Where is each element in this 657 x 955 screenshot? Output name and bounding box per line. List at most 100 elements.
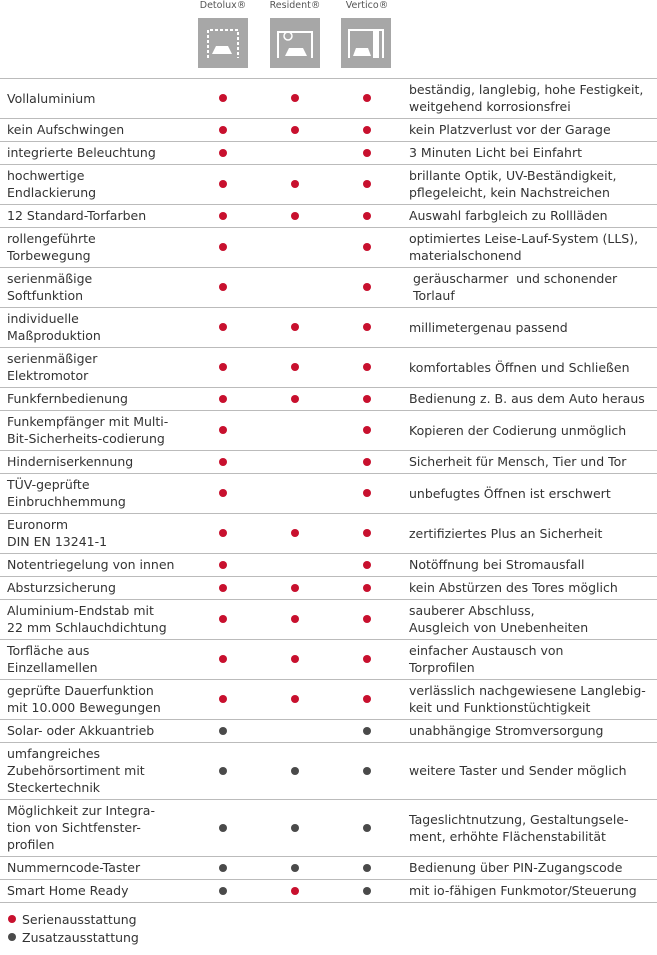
feature-text: kein Aufschwingen bbox=[7, 122, 125, 137]
equipment-dot bbox=[291, 823, 299, 832]
row-separator bbox=[0, 141, 657, 142]
feature-text: profilen bbox=[7, 837, 55, 852]
feature-text: Möglichkeit zur Integra- bbox=[7, 803, 155, 818]
equipment-dot bbox=[219, 615, 227, 623]
equipment-dot bbox=[291, 394, 299, 403]
description-text: materialschonend bbox=[409, 248, 522, 263]
row-separator bbox=[0, 267, 657, 268]
equipment-dot bbox=[219, 394, 227, 403]
equipment-dot bbox=[291, 323, 299, 331]
equipment-dot bbox=[219, 863, 227, 872]
equipment-dot bbox=[363, 363, 371, 371]
equipment-dot bbox=[363, 823, 371, 832]
description-text: zertifiziertes Plus an Sicherheit bbox=[409, 525, 603, 541]
row-separator bbox=[0, 78, 657, 79]
row-separator bbox=[0, 473, 657, 474]
equipment-dot bbox=[291, 363, 299, 371]
description-text: brillante Optik, UV-Beständigkeit, bbox=[409, 168, 617, 183]
description-text: weitere Taster und Sender möglich bbox=[409, 763, 627, 778]
description-text: Kopieren der Codierung unmöglich bbox=[409, 422, 627, 438]
feature-text: Endlackierung bbox=[7, 185, 97, 200]
equipment-dot bbox=[219, 695, 227, 703]
feature-text: serienmäßiger bbox=[7, 351, 98, 366]
equipment-dot bbox=[291, 766, 299, 775]
feature-text: serienmäßige bbox=[7, 271, 93, 286]
row-separator bbox=[0, 553, 657, 554]
equipment-dot bbox=[291, 695, 299, 703]
row-separator bbox=[0, 719, 657, 720]
description-text: keit und Funktionstüchtigkeit bbox=[409, 700, 591, 715]
feature-text: Torfläche aus bbox=[7, 643, 90, 658]
equipment-dot bbox=[291, 615, 299, 623]
description-text: Ausgleich von Unebenheiten bbox=[409, 620, 589, 635]
equipment-dot bbox=[219, 363, 227, 371]
description-text: Notöffnung bei Stromausfall bbox=[409, 557, 585, 572]
row-separator bbox=[0, 410, 657, 411]
row-separator bbox=[0, 307, 657, 308]
equipment-dot bbox=[291, 863, 299, 872]
description-text: Bedienung über PIN-Zugangscode bbox=[409, 860, 623, 875]
row-separator bbox=[0, 204, 657, 205]
equipment-dot bbox=[363, 886, 371, 895]
feature-text: Smart Home Ready bbox=[7, 883, 129, 898]
feature-text: Vollaluminium bbox=[7, 90, 96, 106]
product-icon bbox=[341, 18, 391, 68]
equipment-dot bbox=[219, 426, 227, 434]
legend-label: Zusatzausstattung bbox=[22, 929, 139, 945]
row-separator bbox=[0, 599, 657, 600]
equipment-dot bbox=[363, 211, 371, 220]
equipment-dot bbox=[219, 489, 227, 497]
description-text: geräuscharmer und schonender bbox=[409, 271, 618, 286]
equipment-dot bbox=[291, 529, 299, 537]
equipment-dot bbox=[219, 323, 227, 331]
equipment-dot bbox=[363, 560, 371, 569]
equipment-dot bbox=[219, 148, 227, 157]
feature-text: TÜV-geprüfte bbox=[7, 477, 90, 492]
equipment-dot bbox=[363, 489, 371, 497]
equipment-dot bbox=[363, 148, 371, 157]
description-text: pflegeleicht, kein Nachstreichen bbox=[409, 185, 610, 200]
feature-text: Maßproduktion bbox=[7, 328, 101, 343]
row-separator bbox=[0, 387, 657, 388]
feature-text: Absturzsicherung bbox=[7, 580, 116, 595]
description-text: ment, erhöhte Flächenstabilität bbox=[409, 828, 606, 844]
description-text: mit io-fähigen Funkmotor/Steuerung bbox=[409, 883, 637, 898]
row-separator bbox=[0, 799, 657, 800]
equipment-dot bbox=[219, 583, 227, 592]
equipment-dot bbox=[219, 823, 227, 832]
row-separator bbox=[0, 639, 657, 640]
equipment-dot bbox=[363, 243, 371, 251]
description-text: kein Abstürzen des Tores möglich bbox=[409, 580, 618, 595]
description-text: weitgehend korrosionsfrei bbox=[409, 99, 571, 114]
equipment-dot bbox=[291, 211, 299, 220]
description-text: komfortables Öffnen und Schließen bbox=[409, 359, 630, 375]
feature-text: Hinderniserkennung bbox=[7, 454, 134, 469]
equipment-dot bbox=[219, 94, 227, 102]
feature-text: Aluminium-Endstab mit bbox=[7, 603, 154, 618]
description-text: Sicherheit für Mensch, Tier und Tor bbox=[409, 454, 627, 469]
equipment-dot bbox=[363, 695, 371, 703]
description-text: Torlauf bbox=[409, 288, 455, 303]
feature-text: Euronorm bbox=[7, 517, 68, 532]
equipment-dot bbox=[363, 125, 371, 134]
feature-text: Bit-Sicherheits-codierung bbox=[7, 431, 165, 446]
feature-text: 12 Standard-Torfarben bbox=[7, 208, 147, 223]
description-text: unabhängige Stromversorgung bbox=[409, 723, 604, 738]
feature-text: rollengeführte bbox=[7, 231, 96, 246]
feature-text: integrierte Beleuchtung bbox=[7, 145, 156, 160]
feature-text: Elektromotor bbox=[7, 368, 89, 383]
equipment-dot bbox=[363, 726, 371, 735]
row-separator bbox=[0, 513, 657, 514]
description-text: sauberer Abschluss, bbox=[409, 603, 535, 618]
equipment-dot bbox=[219, 211, 227, 220]
description-text: 3 Minuten Licht bei Einfahrt bbox=[409, 145, 583, 160]
product-name: Resident® bbox=[269, 0, 321, 11]
equipment-dot bbox=[363, 94, 371, 102]
legend-label: Serienausstattung bbox=[22, 911, 137, 927]
feature-text: Einbruchhemmung bbox=[7, 494, 126, 509]
row-separator bbox=[0, 742, 657, 743]
equipment-dot bbox=[219, 180, 227, 188]
product-name: Vertico® bbox=[345, 0, 389, 11]
feature-text: mit 10.000 Bewegungen bbox=[7, 700, 161, 715]
equipment-dot bbox=[291, 886, 299, 895]
